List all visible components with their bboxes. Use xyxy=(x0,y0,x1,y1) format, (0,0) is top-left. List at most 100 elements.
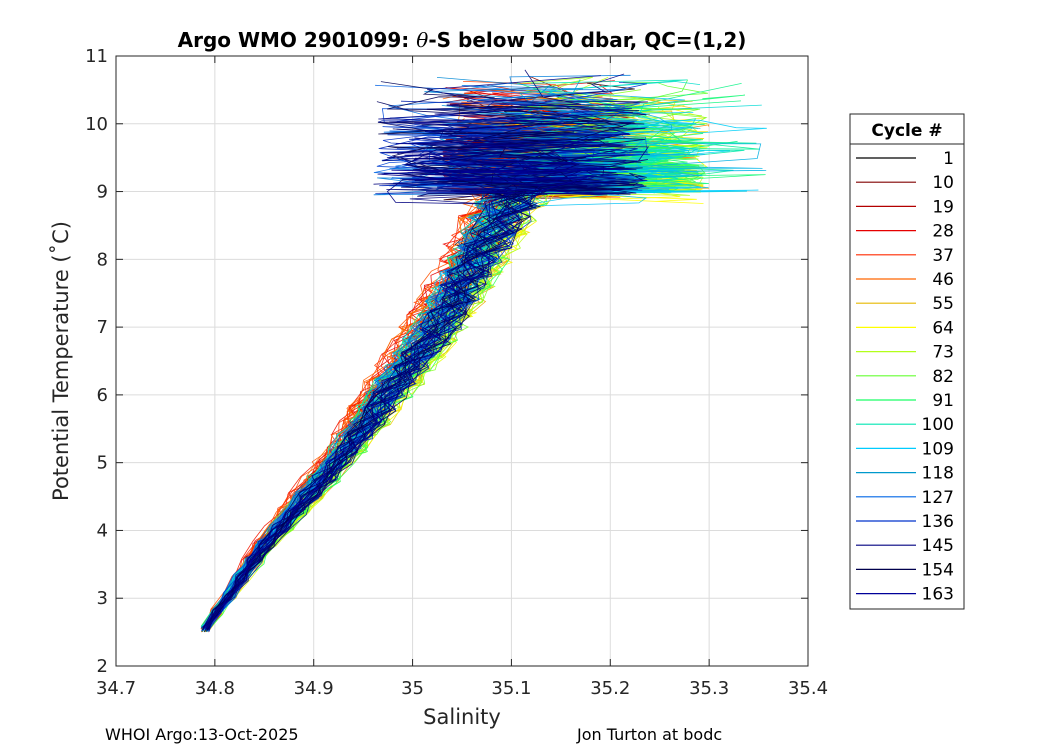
profile-line xyxy=(205,92,647,630)
y-tick-label: 7 xyxy=(97,317,108,338)
y-tick-label: 2 xyxy=(97,656,108,677)
profile-line xyxy=(201,158,706,628)
profile-line xyxy=(202,135,710,626)
profile-line xyxy=(202,160,691,632)
profile-line xyxy=(200,159,636,630)
profile-line xyxy=(208,157,647,630)
profile-line xyxy=(207,128,646,631)
profile-line xyxy=(204,155,703,628)
profile-line xyxy=(207,149,640,629)
x-tick-label: 35.1 xyxy=(491,678,531,699)
legend-label: 55 xyxy=(932,294,954,314)
legend-label: 136 xyxy=(922,512,954,532)
profile-line xyxy=(207,145,639,628)
profile-line xyxy=(205,144,640,633)
profile-line xyxy=(206,146,639,627)
profile-line xyxy=(201,148,692,632)
profile-line xyxy=(206,137,650,630)
legend-label: 154 xyxy=(922,560,954,580)
profile-line xyxy=(201,154,637,632)
y-tick-label: 8 xyxy=(97,249,108,270)
profile-line xyxy=(207,149,650,631)
profile-line xyxy=(207,153,710,632)
legend-label: 10 xyxy=(932,173,954,193)
profile-line xyxy=(208,146,704,632)
x-tick-label: 35.2 xyxy=(590,678,630,699)
profile-line xyxy=(207,144,702,629)
legend-label: 64 xyxy=(932,318,954,338)
legend-label: 118 xyxy=(922,464,954,484)
profile-line xyxy=(205,149,637,626)
legend-label: 82 xyxy=(932,367,954,387)
y-tick-label: 11 xyxy=(85,46,108,67)
profile-line xyxy=(205,126,700,628)
profile-line xyxy=(202,162,684,632)
profile-line xyxy=(207,134,639,627)
profile-line xyxy=(205,146,705,626)
profile-line xyxy=(205,153,631,630)
x-tick-label: 34.8 xyxy=(195,678,235,699)
profile-line xyxy=(207,145,645,630)
chart-title: Argo WMO 2901099: θ-S below 500 dbar, QC… xyxy=(178,28,747,52)
y-tick-label: 9 xyxy=(97,182,108,203)
profile-line xyxy=(203,143,701,631)
x-axis-label: Salinity xyxy=(423,705,501,729)
legend-label: 145 xyxy=(922,536,954,556)
profile-line xyxy=(203,127,699,631)
y-tick-label: 3 xyxy=(97,588,108,609)
y-tick-label: 10 xyxy=(85,114,108,135)
y-tick-label: 5 xyxy=(97,453,108,474)
plot-frame xyxy=(115,55,809,667)
legend-label: 91 xyxy=(932,391,954,411)
profile-line xyxy=(206,101,645,632)
x-tick-label: 35.3 xyxy=(689,678,729,699)
legend-entries: 1 10 19 28 37 46 55 64 73 82 91 100 109 118 127 136 145 1… xyxy=(856,149,954,605)
y-tick-label: 6 xyxy=(97,385,108,406)
legend: Cycle # 1 10 19 28 37 46 55 64 73 82 91 100 109 118 12… xyxy=(849,113,965,610)
profile-line xyxy=(203,160,694,628)
y-tick-label: 4 xyxy=(97,520,108,541)
profile-line xyxy=(207,146,643,628)
x-tick-label: 35.4 xyxy=(788,678,828,699)
legend-label: 37 xyxy=(932,246,954,266)
profile-line xyxy=(206,155,697,626)
profile-line xyxy=(205,135,708,631)
profile-line xyxy=(201,141,708,630)
legend-label: 19 xyxy=(932,197,954,217)
tick-layer: 34.7 34.8 34.9 35 35.1 35.2 35.3 35.4 2 3 4 5 6 7 8 9 10… xyxy=(85,46,828,699)
profile-line xyxy=(203,147,677,629)
legend-label: 46 xyxy=(932,270,954,290)
legend-label: 28 xyxy=(932,222,954,242)
legend-title: Cycle # xyxy=(871,121,942,141)
profile-line xyxy=(206,156,632,629)
x-tick-label: 34.7 xyxy=(96,678,136,699)
x-tick-label: 35 xyxy=(401,678,424,699)
profile-line xyxy=(207,155,624,632)
profile-line xyxy=(203,142,667,628)
legend-label: 73 xyxy=(932,343,954,363)
profile-line xyxy=(203,154,641,631)
legend-box xyxy=(849,113,965,610)
profile-line xyxy=(204,73,625,629)
legend-label: 1 xyxy=(943,149,954,169)
profile-line xyxy=(202,81,636,631)
profile-line xyxy=(202,111,637,631)
profile-line xyxy=(208,125,650,633)
data-layer xyxy=(200,69,767,633)
profile-line xyxy=(207,162,670,629)
legend-label: 127 xyxy=(922,488,954,508)
legend-label: 163 xyxy=(922,585,954,605)
profile-line xyxy=(202,69,646,630)
profile-line xyxy=(200,140,692,628)
profile-line xyxy=(205,150,632,626)
legend-label: 109 xyxy=(922,439,954,459)
footer-right: Jon Turton at bodc xyxy=(577,725,723,744)
legend-label: 100 xyxy=(922,415,954,435)
y-axis-label: Potential Temperature (˚C) xyxy=(49,221,73,501)
x-tick-label: 34.9 xyxy=(294,678,334,699)
profile-line xyxy=(203,156,647,627)
profile-line xyxy=(200,132,710,633)
footer-left: WHOI Argo:13-Oct-2025 xyxy=(105,725,299,744)
profile-line xyxy=(208,140,703,629)
